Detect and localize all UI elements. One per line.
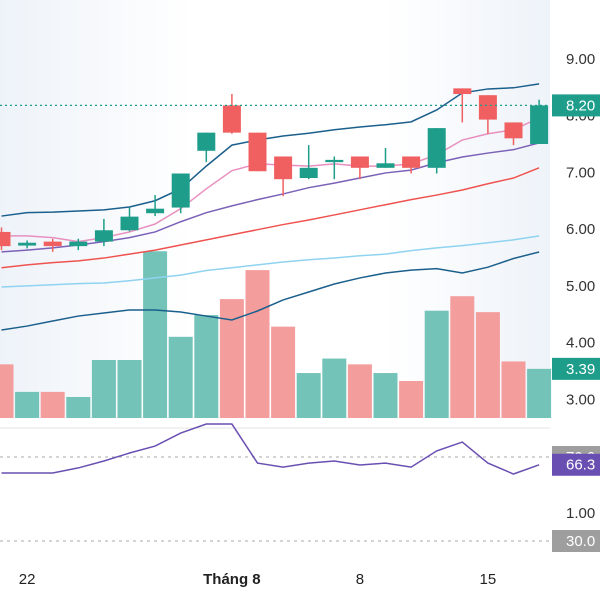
- candle-body: [0, 231, 11, 247]
- y-tick-label: 1.00: [566, 505, 595, 522]
- indicator-line: [1, 235, 540, 288]
- candle-body: [274, 156, 293, 180]
- price-tag: [552, 94, 600, 117]
- y-tick-label: 4.00: [566, 335, 595, 352]
- y-tick-label: 3.00: [566, 391, 595, 408]
- level-tag-label: 30.0: [566, 533, 595, 550]
- volume-bar: [40, 391, 65, 418]
- volume-ma-line: [1, 251, 540, 331]
- rsi-line: [1, 423, 540, 475]
- candle-body: [478, 95, 497, 120]
- candle-body: [69, 241, 88, 247]
- volume-bar: [66, 396, 91, 418]
- candle-body: [504, 122, 523, 139]
- candle-body: [453, 88, 472, 95]
- rsi-tag: [552, 453, 600, 476]
- candle-body: [18, 242, 37, 246]
- volume-bar: [91, 360, 116, 418]
- rsi-tag-label: 66.3: [566, 457, 595, 474]
- volume-bar: [450, 296, 475, 418]
- volume-bar: [15, 391, 40, 418]
- candle-body: [402, 156, 421, 168]
- volume-bar: [194, 315, 219, 418]
- volume-bar: [527, 368, 552, 418]
- y-tick-label: 5.00: [566, 278, 595, 295]
- y-tick-label: 7.00: [566, 164, 595, 181]
- candle-body: [299, 167, 318, 179]
- volume-bar: [347, 364, 372, 418]
- volume-bar: [168, 336, 193, 418]
- volume-bar: [245, 270, 270, 418]
- candle-body: [376, 163, 395, 168]
- volume-bar: [296, 373, 321, 418]
- volume-bar: [399, 381, 424, 418]
- volume-bar: [373, 373, 398, 418]
- x-tick-label: Tháng 8: [203, 571, 261, 588]
- indicator-line: [1, 142, 540, 253]
- volume-bar: [424, 310, 449, 418]
- volume-bar: [271, 326, 296, 418]
- candle-body: [146, 208, 165, 214]
- indicator-line: [1, 167, 540, 269]
- x-tick-label: 22: [19, 571, 36, 588]
- candle-body: [43, 241, 62, 247]
- price-tag-label: 8.20: [566, 97, 595, 114]
- volume-tag-label: 3.39: [566, 361, 595, 378]
- indicator-line: [1, 83, 540, 217]
- candle-body: [94, 230, 113, 242]
- candle-body: [427, 128, 446, 168]
- indicator-line: [1, 117, 540, 243]
- candle-body: [325, 159, 344, 163]
- volume-bar: [322, 358, 347, 418]
- candle-body: [222, 105, 241, 133]
- x-tick-label: 8: [356, 571, 364, 588]
- candle-body: [120, 216, 139, 231]
- y-tick-label: 6.00: [566, 221, 595, 238]
- volume-tag: [552, 357, 600, 380]
- candle-body: [248, 132, 267, 172]
- candle-body: [171, 173, 190, 208]
- volume-bar: [0, 364, 14, 418]
- volume-bar: [475, 312, 500, 418]
- y-tick-label: 9.00: [566, 51, 595, 68]
- volume-bar: [501, 361, 526, 418]
- volume-bar: [117, 360, 142, 418]
- x-tick-label: 15: [480, 571, 497, 588]
- candle-body: [530, 105, 549, 144]
- level-tag: [552, 530, 600, 552]
- candle-body: [197, 132, 216, 151]
- candle-body: [350, 156, 369, 168]
